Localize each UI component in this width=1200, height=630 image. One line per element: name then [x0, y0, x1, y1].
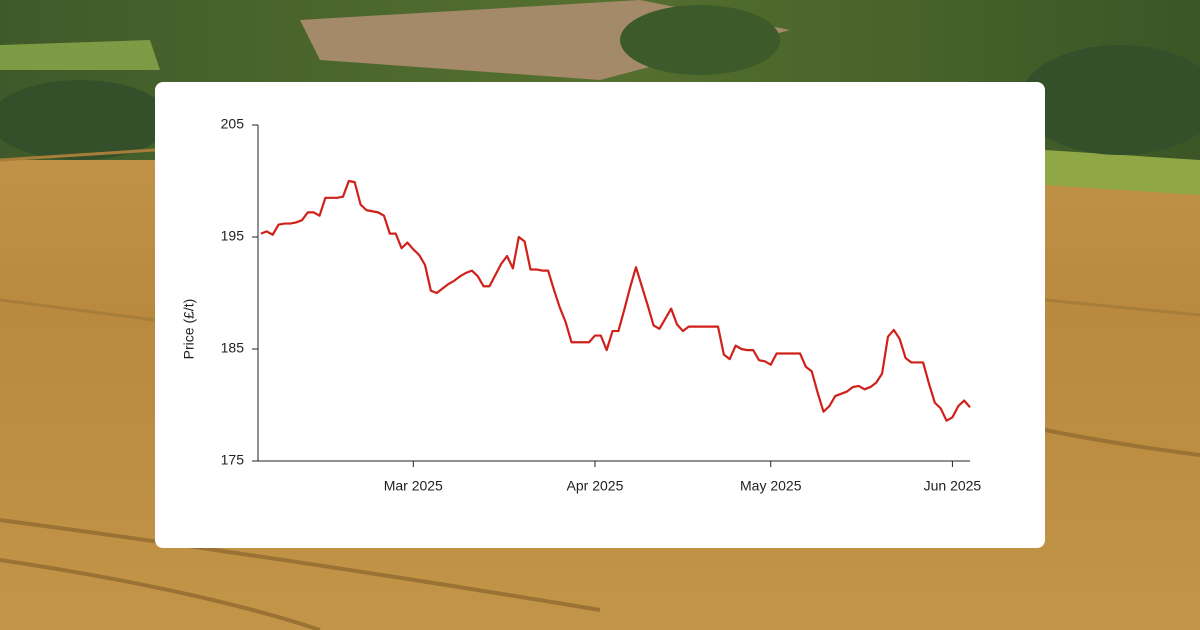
y-tick-label: 175: [221, 452, 245, 468]
price-line: [260, 179, 971, 422]
chart-card: [155, 82, 1045, 548]
y-tick-label: 195: [221, 228, 245, 244]
y-tick-label: 185: [221, 340, 245, 356]
x-tick-label: Mar 2025: [384, 478, 443, 494]
x-tick-label: Jun 2025: [924, 478, 982, 494]
y-tick-label: 205: [221, 116, 245, 132]
x-tick-label: May 2025: [740, 478, 802, 494]
x-tick-label: Apr 2025: [567, 478, 624, 494]
y-axis-label: Price (£/t): [181, 299, 197, 360]
